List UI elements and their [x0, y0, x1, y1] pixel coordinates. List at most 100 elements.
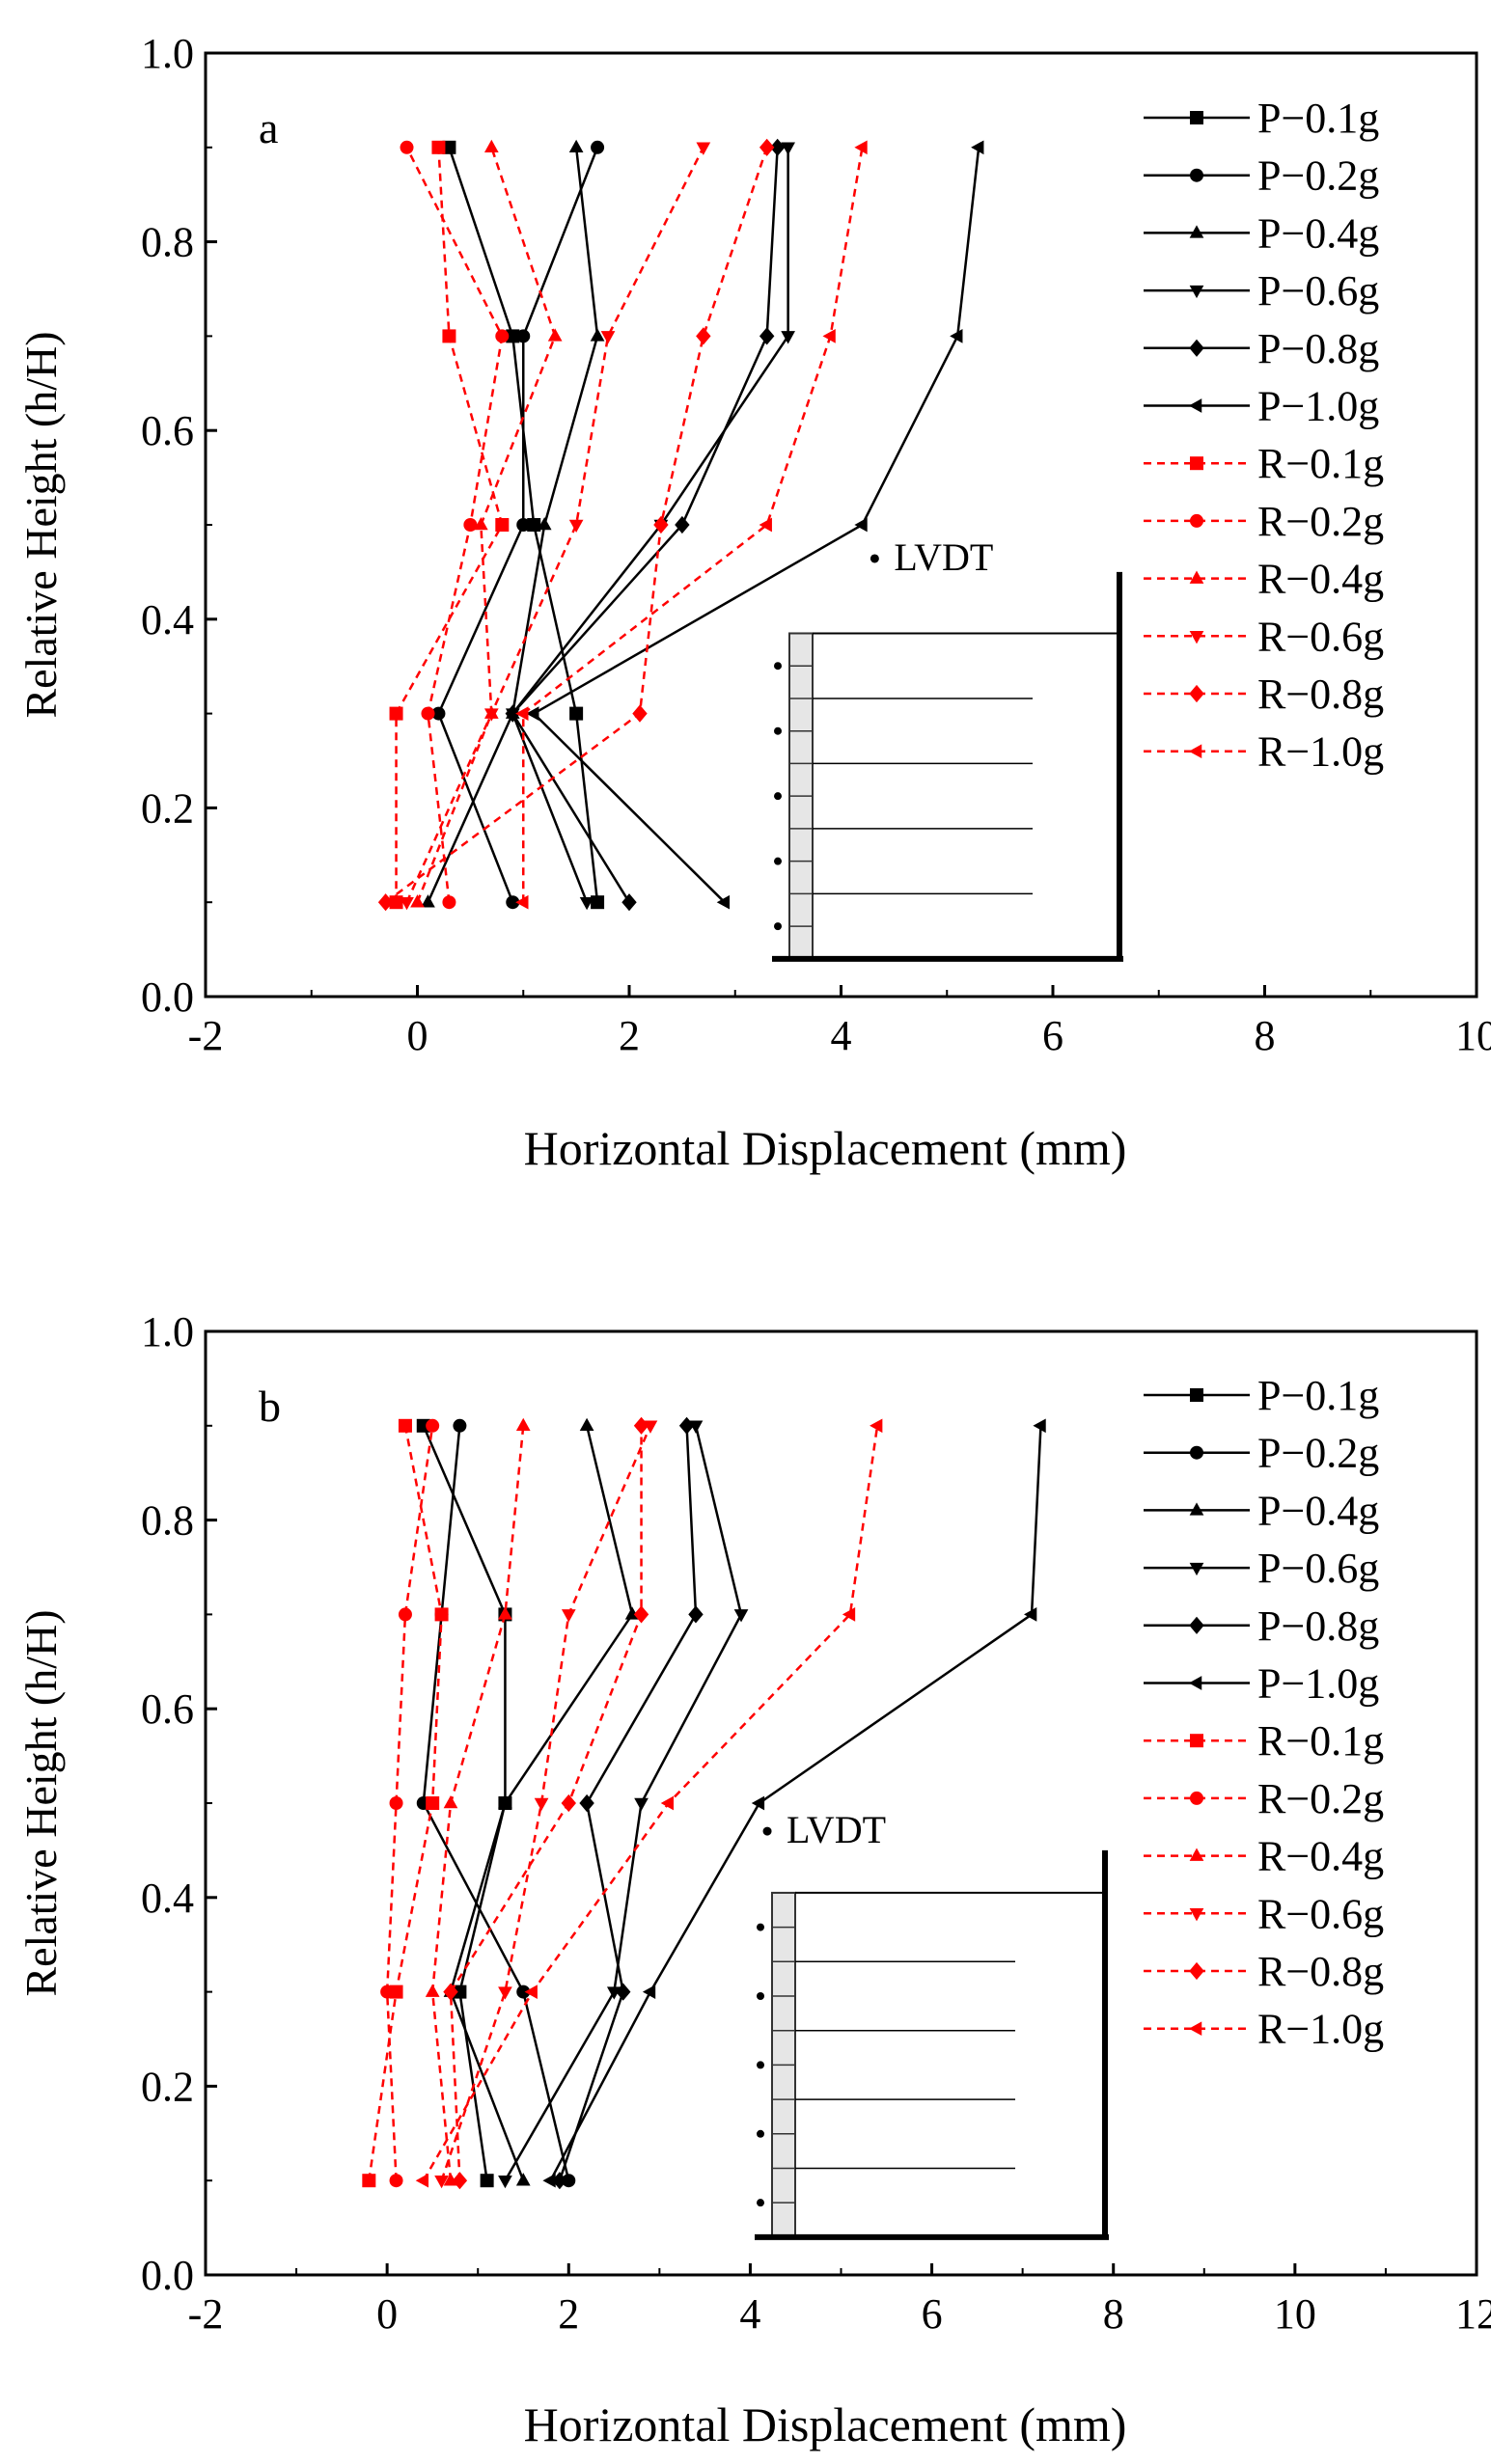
legend-item: R−0.2g — [1144, 498, 1384, 545]
data-point — [452, 2172, 468, 2190]
legend-label: R−0.8g — [1257, 1948, 1384, 1995]
data-point — [562, 2174, 576, 2188]
data-point — [781, 331, 795, 344]
data-point — [434, 2175, 449, 2189]
x-tick-label: 2 — [619, 1012, 640, 1059]
x-tick-label: 4 — [739, 2290, 760, 2338]
series-line — [385, 1425, 434, 2181]
x-tick-label: 10 — [1455, 1012, 1491, 1059]
data-point — [537, 516, 552, 531]
y-tick-label: 0.6 — [141, 407, 194, 454]
legend-marker — [1189, 1502, 1204, 1516]
data-point — [822, 329, 836, 343]
data-point — [621, 893, 637, 912]
legend-marker — [1189, 339, 1204, 357]
data-point — [425, 1984, 440, 1997]
lvdt-dot — [757, 2199, 764, 2207]
legend-item: R−0.1g — [1144, 1717, 1384, 1765]
x-tick-label: 6 — [1042, 1012, 1063, 1059]
y-axis-label: Relative Height (h/H) — [16, 1609, 66, 1996]
legend-item: P−0.6g — [1144, 267, 1379, 315]
data-point — [515, 1417, 531, 1432]
data-point — [506, 329, 520, 343]
legend-marker — [1189, 684, 1204, 703]
data-point — [442, 329, 456, 343]
legend-marker — [1190, 456, 1203, 471]
data-point — [505, 704, 520, 723]
data-point — [443, 1794, 458, 1809]
legend-item: R−0.8g — [1144, 671, 1384, 718]
x-tick-label: 12 — [1455, 2290, 1491, 2338]
lvdt-dot — [774, 662, 782, 671]
lvdt-label: LVDT — [787, 1808, 886, 1851]
data-point — [516, 1985, 531, 1999]
x-tick-label: -2 — [188, 2290, 224, 2338]
series-R-0.1g — [389, 140, 510, 910]
data-point — [842, 1607, 856, 1622]
legend-label: R−0.8g — [1257, 671, 1384, 718]
series-R-0.6g — [400, 142, 711, 911]
data-point — [524, 1985, 538, 1999]
series-line — [440, 1425, 652, 2181]
x-tick-label: 6 — [922, 2290, 943, 2338]
data-point — [421, 894, 435, 908]
legend-item: P−0.8g — [1144, 325, 1379, 372]
legend-label: R−0.1g — [1257, 1717, 1384, 1765]
legend-item: R−1.0g — [1144, 2006, 1384, 2053]
data-point — [568, 519, 584, 534]
legend-marker — [1189, 631, 1204, 644]
legend-label: P−1.0g — [1257, 1660, 1379, 1708]
data-point — [590, 328, 605, 342]
data-point — [591, 140, 605, 154]
data-point — [769, 138, 786, 156]
y-tick-label: 1.0 — [141, 30, 194, 77]
x-tick-label: -2 — [188, 1012, 224, 1059]
legend-label: R−0.2g — [1257, 498, 1384, 545]
x-axis-label: Horizontal Displacement (mm) — [524, 1121, 1127, 1175]
legend-label: P−0.2g — [1257, 152, 1379, 200]
lvdt-legend-dot — [870, 554, 879, 563]
lvdt-dot — [757, 1992, 764, 2001]
legend-item: P−0.6g — [1144, 1545, 1379, 1592]
data-point — [426, 1796, 440, 1810]
legend-item: P−0.2g — [1144, 1430, 1379, 1477]
legend-marker — [1189, 570, 1204, 584]
legend-marker — [1190, 111, 1203, 124]
legend-label: R−1.0g — [1257, 728, 1384, 776]
legend-marker — [1188, 1676, 1202, 1690]
legend-item: P−0.1g — [1144, 95, 1379, 142]
panel-label: a — [259, 103, 278, 152]
legend-item: P−1.0g — [1144, 1660, 1379, 1708]
data-point — [400, 140, 414, 154]
legend-marker — [1190, 513, 1203, 528]
legend-item: R−0.8g — [1144, 1948, 1384, 1995]
data-point — [398, 1607, 412, 1622]
lvdt-dot — [774, 792, 782, 801]
data-point — [547, 328, 563, 342]
data-point — [389, 706, 403, 721]
data-point — [870, 1418, 883, 1434]
series-R-0.6g — [434, 1420, 658, 2189]
x-tick-label: 8 — [1255, 1012, 1276, 1059]
data-point — [600, 331, 616, 344]
legend-marker — [1189, 1908, 1204, 1922]
data-point — [616, 1983, 631, 2001]
data-point — [688, 1605, 704, 1624]
legend-label: P−0.8g — [1257, 325, 1379, 372]
series-R-1.0g — [515, 140, 868, 910]
data-point — [498, 1986, 512, 2000]
data-point — [716, 894, 731, 910]
data-point — [759, 138, 775, 156]
legend-marker — [1189, 285, 1204, 299]
panel-label: b — [259, 1382, 281, 1431]
series-P-0.6g — [498, 1420, 749, 2189]
series-R-0.2g — [400, 140, 510, 910]
data-point — [442, 895, 456, 910]
legend-label: R−0.6g — [1257, 1890, 1384, 1937]
data-point — [632, 704, 648, 723]
legend-marker — [1188, 2021, 1202, 2037]
legend-item: R−0.2g — [1144, 1775, 1384, 1822]
data-point — [854, 517, 868, 533]
data-point — [410, 894, 425, 908]
